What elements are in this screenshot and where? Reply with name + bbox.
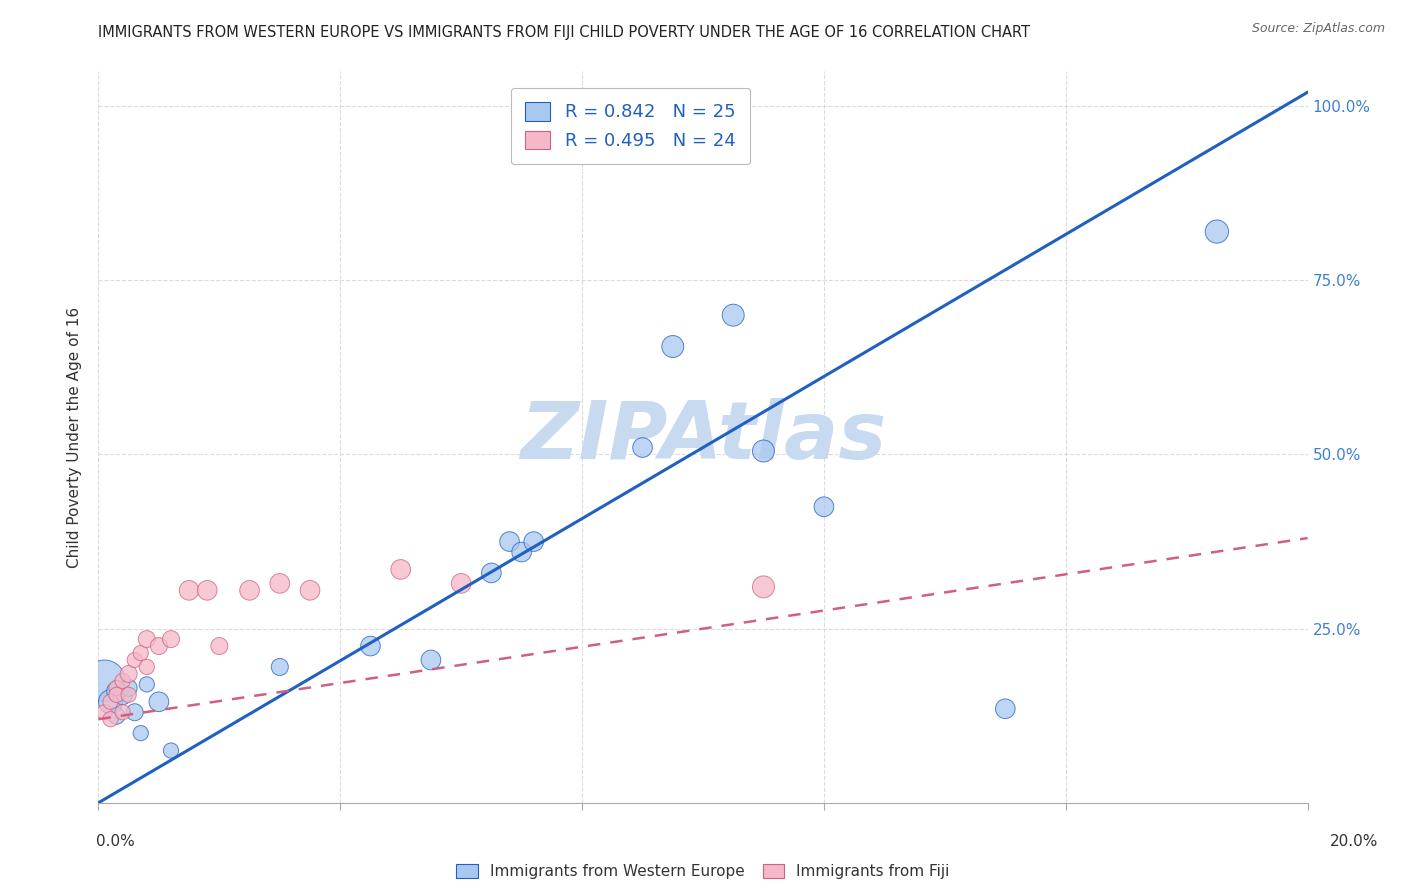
- Point: [269, 576, 291, 591]
- Point: [360, 639, 382, 653]
- Point: [195, 583, 218, 598]
- Point: [160, 743, 183, 757]
- Y-axis label: Child Poverty Under the Age of 16: Child Poverty Under the Age of 16: [67, 307, 83, 567]
- Text: Source: ZipAtlas.com: Source: ZipAtlas.com: [1251, 22, 1385, 36]
- Point: [100, 695, 122, 709]
- Point: [631, 441, 654, 455]
- Point: [100, 695, 122, 709]
- Point: [111, 673, 134, 688]
- Point: [813, 500, 835, 514]
- Point: [118, 688, 141, 702]
- Point: [135, 677, 157, 691]
- Point: [105, 688, 128, 702]
- Point: [118, 667, 141, 681]
- Point: [498, 534, 520, 549]
- Point: [118, 681, 141, 695]
- Point: [93, 673, 115, 688]
- Point: [129, 726, 152, 740]
- Point: [148, 639, 170, 653]
- Point: [523, 534, 546, 549]
- Point: [129, 646, 152, 660]
- Point: [752, 444, 775, 458]
- Point: [100, 712, 122, 726]
- Point: [994, 702, 1017, 716]
- Point: [510, 545, 533, 559]
- Text: IMMIGRANTS FROM WESTERN EUROPE VS IMMIGRANTS FROM FIJI CHILD POVERTY UNDER THE A: IMMIGRANTS FROM WESTERN EUROPE VS IMMIGR…: [98, 25, 1031, 40]
- Point: [124, 705, 146, 719]
- Point: [723, 308, 745, 322]
- Text: 20.0%: 20.0%: [1330, 834, 1378, 849]
- Point: [93, 705, 115, 719]
- Point: [269, 660, 291, 674]
- Point: [105, 681, 128, 695]
- Point: [1206, 225, 1229, 239]
- Legend: Immigrants from Western Europe, Immigrants from Fiji: Immigrants from Western Europe, Immigran…: [456, 863, 950, 880]
- Point: [105, 684, 128, 698]
- Point: [111, 688, 134, 702]
- Point: [662, 339, 685, 353]
- Point: [389, 562, 412, 576]
- Point: [450, 576, 472, 591]
- Point: [148, 695, 170, 709]
- Text: 0.0%: 0.0%: [96, 834, 135, 849]
- Point: [239, 583, 262, 598]
- Text: ZIPAtlas: ZIPAtlas: [520, 398, 886, 476]
- Point: [135, 632, 157, 646]
- Point: [105, 708, 128, 723]
- Point: [135, 660, 157, 674]
- Point: [752, 580, 775, 594]
- Point: [420, 653, 443, 667]
- Point: [208, 639, 231, 653]
- Point: [299, 583, 322, 598]
- Point: [179, 583, 201, 598]
- Point: [124, 653, 146, 667]
- Point: [160, 632, 183, 646]
- Point: [481, 566, 503, 580]
- Point: [111, 705, 134, 719]
